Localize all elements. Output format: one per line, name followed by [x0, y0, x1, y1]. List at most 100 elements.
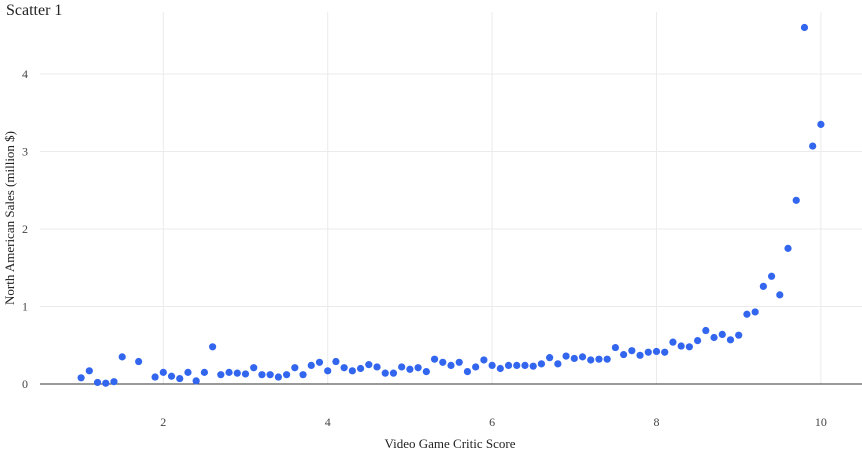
data-point [455, 358, 463, 366]
data-point [554, 360, 562, 368]
data-point [496, 364, 504, 373]
data-point [694, 337, 702, 345]
data-point [266, 371, 274, 379]
data-point [291, 364, 299, 372]
data-point [233, 369, 241, 377]
data-point [241, 370, 250, 378]
tick-labels: 2 4 6 8 10 0 1 2 3 4 [22, 67, 827, 429]
data-point [176, 374, 184, 383]
data-point [110, 378, 118, 386]
data-point [463, 368, 472, 376]
x-tick-label: 8 [654, 415, 660, 429]
x-tick-label: 10 [815, 415, 827, 429]
data-point [250, 364, 258, 372]
data-point [258, 371, 266, 379]
data-point [414, 364, 422, 372]
data-point [340, 364, 348, 372]
data-point [159, 368, 167, 376]
data-point [809, 142, 817, 150]
data-point [759, 282, 767, 290]
data-point [422, 368, 430, 376]
y-tick-label: 3 [22, 145, 28, 159]
data-point [603, 355, 611, 363]
data-point [430, 355, 439, 363]
data-point [587, 356, 595, 364]
data-point [636, 351, 644, 359]
data-point [209, 343, 217, 351]
data-point [644, 348, 652, 356]
data-point [595, 355, 603, 363]
data-point [751, 308, 759, 316]
data-point [135, 357, 143, 366]
y-tick-label: 4 [22, 67, 28, 81]
data-point [726, 336, 735, 344]
data-point [718, 330, 726, 338]
data-point [513, 361, 521, 369]
data-point [620, 350, 628, 359]
data-point [217, 371, 225, 379]
data-point [800, 23, 809, 32]
data-point [480, 356, 488, 364]
data-point [562, 352, 570, 360]
x-tick-label: 4 [325, 415, 331, 429]
data-point [537, 360, 546, 368]
data-point [817, 120, 825, 128]
data-point [504, 361, 513, 369]
data-point [381, 369, 389, 377]
y-tick-label: 1 [22, 300, 28, 314]
data-point [77, 374, 85, 382]
data-point [521, 361, 529, 369]
data-point [365, 361, 373, 369]
data-point [225, 368, 233, 376]
data-point [447, 361, 455, 369]
x-tick-label: 2 [160, 415, 166, 429]
data-point [406, 365, 414, 373]
data-point [570, 354, 578, 363]
data-point [332, 357, 340, 366]
data-point [102, 379, 110, 387]
data-point [677, 342, 685, 350]
data-point [398, 363, 406, 371]
data-point [685, 343, 693, 351]
data-point [767, 272, 776, 280]
data-point [784, 244, 792, 252]
data-point [628, 347, 636, 355]
data-point [472, 363, 480, 371]
data-point [792, 196, 800, 204]
data-point [578, 353, 587, 361]
y-axis-title: North American Sales (million $) [2, 131, 17, 305]
data-point [348, 367, 356, 375]
data-point [373, 363, 381, 371]
data-point [735, 331, 743, 339]
data-point [702, 326, 710, 335]
data-point [652, 347, 661, 356]
chart-title: Scatter 1 [6, 2, 63, 19]
data-point [776, 291, 784, 299]
data-point [710, 333, 718, 342]
data-point [93, 378, 102, 387]
data-point [488, 361, 496, 369]
data-point [529, 362, 537, 370]
data-point [669, 338, 677, 346]
data-point [200, 368, 208, 376]
data-points [77, 23, 825, 387]
data-point [389, 369, 398, 377]
data-point [661, 348, 669, 356]
data-point [611, 343, 620, 352]
data-point [439, 358, 447, 366]
data-point [315, 358, 324, 366]
y-tick-label: 0 [22, 377, 28, 391]
data-point [192, 377, 200, 385]
data-point [184, 368, 192, 376]
x-axis-title: Video Game Critic Score [385, 436, 516, 451]
data-point [356, 364, 365, 373]
data-point [283, 371, 291, 379]
data-point [299, 371, 307, 379]
data-point [85, 367, 93, 375]
data-point [118, 353, 126, 361]
data-point [274, 373, 282, 381]
data-point [324, 367, 332, 375]
data-point [546, 354, 554, 362]
y-tick-label: 2 [22, 222, 28, 236]
